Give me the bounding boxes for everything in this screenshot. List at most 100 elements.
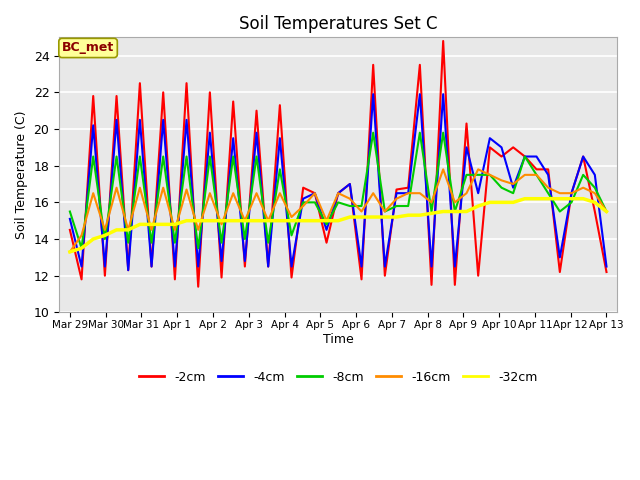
- -32cm: [439, 209, 447, 215]
- -16cm: [591, 190, 598, 196]
- -2cm: [474, 273, 482, 278]
- -4cm: [101, 264, 109, 269]
- -32cm: [206, 218, 214, 224]
- -4cm: [498, 144, 506, 150]
- -32cm: [136, 221, 144, 227]
- -8cm: [101, 236, 109, 242]
- -2cm: [148, 264, 156, 269]
- -2cm: [323, 240, 330, 246]
- -32cm: [346, 214, 354, 220]
- -8cm: [124, 240, 132, 246]
- -8cm: [77, 245, 85, 251]
- -2cm: [206, 89, 214, 95]
- -4cm: [532, 154, 540, 159]
- -8cm: [171, 240, 179, 246]
- -16cm: [404, 190, 412, 196]
- -8cm: [136, 154, 144, 159]
- -16cm: [474, 167, 482, 172]
- -32cm: [463, 209, 470, 215]
- -8cm: [428, 209, 435, 215]
- -8cm: [148, 240, 156, 246]
- -32cm: [416, 212, 424, 218]
- -8cm: [218, 240, 225, 246]
- -32cm: [474, 203, 482, 209]
- -2cm: [113, 93, 120, 99]
- -16cm: [253, 190, 260, 196]
- -16cm: [113, 185, 120, 191]
- -8cm: [509, 190, 517, 196]
- -2cm: [101, 273, 109, 278]
- -16cm: [568, 190, 575, 196]
- -16cm: [171, 227, 179, 233]
- -4cm: [346, 181, 354, 187]
- -4cm: [288, 264, 296, 269]
- Legend: -2cm, -4cm, -8cm, -16cm, -32cm: -2cm, -4cm, -8cm, -16cm, -32cm: [134, 366, 542, 389]
- -16cm: [229, 190, 237, 196]
- -16cm: [521, 172, 529, 178]
- -4cm: [603, 264, 611, 269]
- -4cm: [381, 264, 388, 269]
- -4cm: [77, 264, 85, 269]
- -16cm: [90, 190, 97, 196]
- -32cm: [229, 218, 237, 224]
- -4cm: [334, 190, 342, 196]
- -32cm: [288, 218, 296, 224]
- -2cm: [334, 190, 342, 196]
- -4cm: [591, 172, 598, 178]
- -8cm: [568, 200, 575, 205]
- -32cm: [545, 196, 552, 202]
- -32cm: [101, 232, 109, 238]
- -32cm: [264, 218, 272, 224]
- -8cm: [323, 221, 330, 227]
- -4cm: [568, 190, 575, 196]
- -2cm: [463, 120, 470, 126]
- -2cm: [276, 102, 284, 108]
- -8cm: [369, 130, 377, 135]
- -4cm: [124, 267, 132, 273]
- -2cm: [591, 209, 598, 215]
- -2cm: [66, 227, 74, 233]
- -32cm: [241, 218, 249, 224]
- -8cm: [66, 209, 74, 215]
- -4cm: [195, 264, 202, 269]
- Line: -4cm: -4cm: [70, 94, 607, 270]
- -4cm: [206, 130, 214, 135]
- -32cm: [381, 214, 388, 220]
- -16cm: [369, 190, 377, 196]
- -2cm: [532, 167, 540, 172]
- -4cm: [521, 154, 529, 159]
- -2cm: [579, 154, 587, 159]
- -16cm: [77, 232, 85, 238]
- -2cm: [393, 187, 401, 192]
- -2cm: [264, 264, 272, 269]
- X-axis label: Time: Time: [323, 333, 353, 346]
- -32cm: [369, 214, 377, 220]
- -32cm: [603, 209, 611, 215]
- -4cm: [486, 135, 493, 141]
- -8cm: [300, 200, 307, 205]
- -2cm: [486, 144, 493, 150]
- -32cm: [113, 227, 120, 233]
- -16cm: [323, 218, 330, 224]
- -2cm: [451, 282, 459, 288]
- -8cm: [113, 154, 120, 159]
- -16cm: [451, 200, 459, 205]
- -8cm: [334, 200, 342, 205]
- -32cm: [428, 210, 435, 216]
- -8cm: [288, 232, 296, 238]
- -2cm: [182, 80, 190, 86]
- -16cm: [532, 172, 540, 178]
- -32cm: [451, 209, 459, 215]
- -8cm: [276, 167, 284, 172]
- -4cm: [136, 117, 144, 123]
- -4cm: [451, 264, 459, 269]
- -4cm: [90, 122, 97, 128]
- -16cm: [136, 185, 144, 191]
- -4cm: [556, 254, 564, 260]
- -2cm: [439, 38, 447, 44]
- -32cm: [66, 249, 74, 255]
- -32cm: [311, 218, 319, 224]
- -4cm: [369, 91, 377, 97]
- -16cm: [393, 196, 401, 202]
- -4cm: [113, 117, 120, 123]
